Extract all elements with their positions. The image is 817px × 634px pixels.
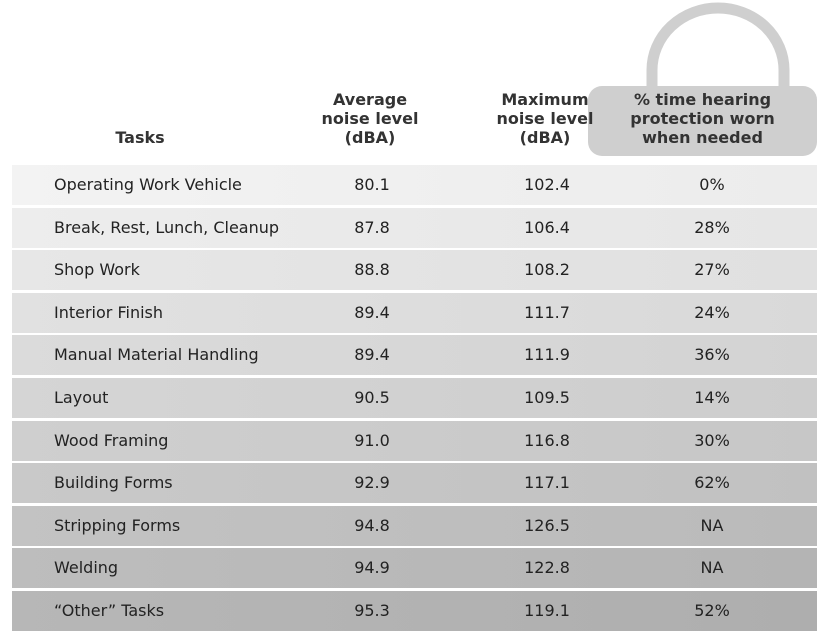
table-cell: 80.1 bbox=[354, 175, 390, 194]
header-line: noise level bbox=[496, 109, 594, 128]
table-row: Wood Framing 91.0 116.8 30% bbox=[12, 420, 817, 461]
table-cell: 102.4 bbox=[524, 175, 570, 194]
headphone-icon bbox=[588, 2, 817, 156]
column-header: Tasks bbox=[60, 128, 220, 147]
table-cell: 62% bbox=[694, 473, 730, 493]
header-line: Tasks bbox=[115, 128, 165, 147]
table-cell: 116.8 bbox=[524, 430, 570, 450]
table-row: “Other” Tasks 95.3 119.1 52% bbox=[12, 591, 817, 631]
table-cell: 0% bbox=[699, 175, 725, 194]
table-cell: Manual Material Handling bbox=[54, 345, 259, 365]
table-cell: Interior Finish bbox=[54, 302, 163, 322]
column-header: Maximum noise level (dBA) bbox=[475, 90, 615, 147]
column-header: Average noise level (dBA) bbox=[300, 90, 440, 147]
table-cell: 94.9 bbox=[354, 558, 390, 578]
table-row: Manual Material Handling 89.4 111.9 36% bbox=[12, 335, 817, 376]
table-cell: Stripping Forms bbox=[54, 515, 181, 535]
table-cell: 87.8 bbox=[354, 217, 390, 237]
header-line: (dBA) bbox=[519, 128, 571, 147]
table-cell: 24% bbox=[694, 302, 730, 322]
table-cell: 28% bbox=[694, 217, 730, 237]
table-cell: NA bbox=[700, 558, 724, 578]
table-cell: Wood Framing bbox=[54, 430, 169, 450]
table-row: Layout 90.5 109.5 14% bbox=[12, 378, 817, 418]
header-line: (dBA) bbox=[344, 128, 396, 147]
table-row: Shop Work 88.8 108.2 27% bbox=[12, 250, 817, 291]
header-line: Average bbox=[332, 90, 408, 109]
header-line: noise level bbox=[321, 109, 419, 128]
table-cell: Building Forms bbox=[54, 473, 173, 493]
table-row: Operating Work Vehicle 80.1 102.4 0% bbox=[12, 165, 817, 205]
table-cell: 27% bbox=[694, 260, 730, 280]
table-cell: 36% bbox=[694, 345, 730, 365]
table-cell: 111.9 bbox=[524, 345, 570, 365]
table-cell: 30% bbox=[694, 430, 730, 450]
table-cell: 90.5 bbox=[354, 388, 390, 407]
table-cell: 94.8 bbox=[354, 515, 390, 535]
table-cell: 109.5 bbox=[524, 388, 570, 407]
header-line: % time hearing bbox=[633, 90, 772, 109]
header-line: when needed bbox=[642, 128, 763, 147]
header-line: protection worn bbox=[630, 109, 775, 128]
header-line: Maximum bbox=[501, 90, 589, 109]
table-cell: 88.8 bbox=[354, 260, 390, 280]
table-cell: Break, Rest, Lunch, Cleanup bbox=[54, 217, 280, 237]
table-cell: Welding bbox=[54, 558, 119, 578]
table-row: Interior Finish 89.4 111.7 24% bbox=[12, 292, 817, 333]
table-cell: 122.8 bbox=[524, 558, 570, 578]
table-row: Building Forms 92.9 117.1 62% bbox=[12, 463, 817, 504]
table-cell: 106.4 bbox=[524, 217, 570, 237]
table-cell: 119.1 bbox=[524, 601, 570, 620]
table-cell: 117.1 bbox=[524, 473, 570, 493]
table-row: Welding 94.9 122.8 NA bbox=[12, 548, 817, 589]
table-cell: 95.3 bbox=[354, 601, 390, 620]
table-cell: 14% bbox=[694, 388, 730, 407]
table-cell: 52% bbox=[694, 601, 730, 620]
table-cell: 89.4 bbox=[354, 345, 390, 365]
table-row: Break, Rest, Lunch, Cleanup 87.8 106.4 28% bbox=[12, 207, 817, 248]
table-cell: 108.2 bbox=[524, 260, 570, 280]
table-row: Stripping Forms 94.8 126.5 NA bbox=[12, 505, 817, 546]
table-cell: 91.0 bbox=[354, 430, 390, 450]
table-cell: 111.7 bbox=[524, 302, 570, 322]
table-cell: 126.5 bbox=[524, 515, 570, 535]
ear-cups bbox=[588, 86, 817, 156]
table-cell: 89.4 bbox=[354, 302, 390, 322]
table-cell: “Other” Tasks bbox=[54, 601, 165, 620]
table-cell: Shop Work bbox=[54, 260, 140, 280]
table-cell: NA bbox=[700, 515, 724, 535]
table-cell: Operating Work Vehicle bbox=[54, 175, 242, 194]
column-header: % time hearing protection worn when needed bbox=[588, 90, 817, 147]
table-cell: 92.9 bbox=[354, 473, 390, 493]
table-cell: Layout bbox=[54, 388, 109, 407]
headband bbox=[646, 2, 790, 100]
